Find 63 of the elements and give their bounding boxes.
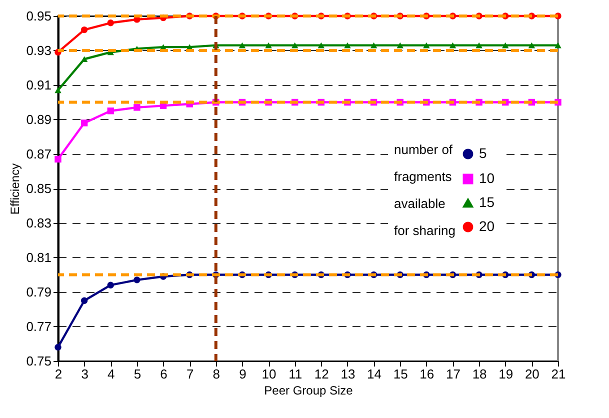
y-tick-label: 0.89 xyxy=(26,112,52,127)
x-tick-label: 18 xyxy=(472,366,487,382)
point xyxy=(54,87,62,94)
point xyxy=(423,42,430,48)
x-tick-label: 11 xyxy=(288,366,302,382)
point xyxy=(107,108,114,114)
point xyxy=(107,20,114,26)
x-tick-label: 6 xyxy=(160,366,168,382)
x-axis-title: Peer Group Size xyxy=(264,384,354,398)
point xyxy=(449,42,456,48)
point xyxy=(291,42,298,48)
point xyxy=(265,42,272,48)
y-tick-label: 0.85 xyxy=(26,181,52,196)
x-tick-label: 7 xyxy=(186,366,194,382)
point xyxy=(134,104,140,111)
legend-label: 5 xyxy=(479,145,487,161)
x-tick-label: 15 xyxy=(393,366,408,382)
x-tick-label: 8 xyxy=(212,366,220,382)
x-tick-label: 13 xyxy=(340,366,356,382)
x-tick-label: 12 xyxy=(314,366,329,382)
legend-title: number of fragments available for sharing xyxy=(394,142,456,238)
y-tick-label: 0.79 xyxy=(26,284,52,300)
x-tick-label: 20 xyxy=(524,366,540,382)
y-tick-label: 0.91 xyxy=(26,78,52,92)
point xyxy=(80,26,88,34)
x-tick-label: 21 xyxy=(551,366,566,382)
x-tick-label: 10 xyxy=(262,366,276,382)
point xyxy=(107,282,114,288)
x-tick-label: 14 xyxy=(367,366,382,382)
x-tick-label: 5 xyxy=(134,366,142,382)
y-tick-label: 0.83 xyxy=(26,216,52,230)
y-tick-label: 0.81 xyxy=(26,250,52,265)
x-tick-label: 9 xyxy=(239,366,246,382)
point xyxy=(54,344,62,351)
y-axis-title: Efficiency xyxy=(8,163,22,215)
x-tick-label: 3 xyxy=(81,366,88,382)
point xyxy=(344,42,351,48)
x-tick-label: 17 xyxy=(446,366,460,382)
legend-label: 20 xyxy=(479,218,495,234)
legend-label: 15 xyxy=(479,194,495,210)
point xyxy=(476,42,482,48)
x-tick-label: 4 xyxy=(108,366,115,382)
point xyxy=(80,56,88,62)
y-tick-label: 0.77 xyxy=(26,319,52,334)
point xyxy=(80,120,88,126)
point xyxy=(370,42,378,48)
x-tick-label: 16 xyxy=(420,366,434,382)
point xyxy=(134,276,140,284)
point xyxy=(80,297,88,304)
y-tick-label: 0.75 xyxy=(26,354,52,368)
legend-label: 10 xyxy=(479,170,495,186)
y-tick-label: 0.95 xyxy=(26,8,52,24)
point xyxy=(318,42,325,48)
point xyxy=(528,42,536,48)
point xyxy=(396,42,404,48)
point xyxy=(238,42,246,48)
x-tick-label: 2 xyxy=(54,366,62,382)
y-tick-label: 0.93 xyxy=(26,43,52,58)
y-tick-label: 0.87 xyxy=(26,146,52,162)
point xyxy=(54,156,62,163)
point xyxy=(502,42,509,48)
x-tick-label: 19 xyxy=(498,366,514,382)
point xyxy=(554,42,562,48)
